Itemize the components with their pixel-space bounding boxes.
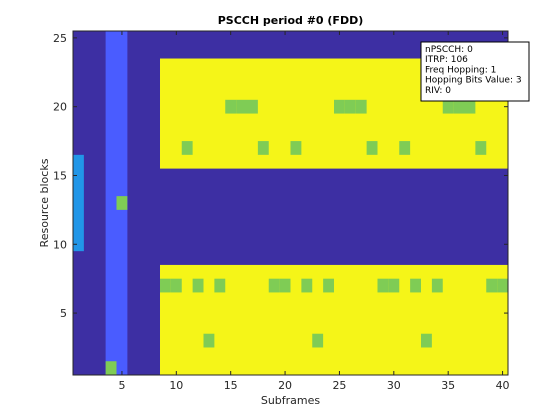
region-allocated xyxy=(116,196,128,210)
allocated-cell xyxy=(453,99,465,114)
allocated-cell xyxy=(366,141,378,155)
allocated-cell xyxy=(334,99,345,114)
y-tick-label: 5 xyxy=(60,307,67,320)
allocated-cell xyxy=(247,99,258,114)
allocated-cell xyxy=(421,333,432,348)
allocated-cell xyxy=(181,141,193,155)
chart-title: PSCCH period #0 (FDD) xyxy=(218,14,364,27)
allocated-cell xyxy=(268,278,280,293)
allocated-cell xyxy=(170,278,182,293)
y-tick-label: 10 xyxy=(53,238,67,251)
info-box-line: Freq Hopping: 1 xyxy=(425,65,496,75)
x-tick-label: 20 xyxy=(278,379,292,392)
x-tick-label: 30 xyxy=(387,379,401,392)
info-box-line: Hopping Bits Value: 3 xyxy=(425,76,522,86)
allocated-cell xyxy=(323,278,334,293)
x-axis-label: Subframes xyxy=(261,394,321,407)
allocated-cell xyxy=(399,141,411,155)
allocated-cell xyxy=(344,99,356,114)
allocated-cell xyxy=(475,141,487,155)
info-box-line: ITRP: 106 xyxy=(425,55,468,65)
allocated-cell xyxy=(431,278,443,293)
allocated-cell xyxy=(192,278,204,293)
allocated-cell xyxy=(225,99,237,114)
allocated-cell xyxy=(236,99,247,114)
allocated-cell xyxy=(160,278,171,293)
allocated-cell xyxy=(257,141,269,155)
y-axis-label: Resource blocks xyxy=(38,158,51,247)
x-tick-label: 5 xyxy=(118,379,125,392)
allocated-cell xyxy=(279,278,291,293)
allocated-cell xyxy=(355,99,367,114)
info-box-line: RIV: 0 xyxy=(425,86,451,96)
allocated-cell xyxy=(312,333,324,348)
allocated-cell xyxy=(377,278,389,293)
y-tick-label: 15 xyxy=(53,169,67,182)
x-tick-label: 40 xyxy=(496,379,510,392)
allocated-cell xyxy=(290,141,302,155)
info-box-line: nPSCCH: 0 xyxy=(425,45,473,55)
allocated-cell xyxy=(203,333,215,348)
y-tick-label: 25 xyxy=(53,32,67,45)
allocated-cell xyxy=(464,99,476,114)
allocated-cell xyxy=(410,278,421,293)
x-tick-label: 15 xyxy=(224,379,238,392)
allocated-cell xyxy=(214,278,226,293)
region-left-column xyxy=(73,154,84,252)
allocated-cell xyxy=(486,278,498,293)
allocated-cell xyxy=(442,99,454,114)
region-allocated xyxy=(105,361,117,375)
allocated-cell xyxy=(497,278,508,293)
axes-box xyxy=(72,30,509,376)
axis-ticks: 5 10 15 20 25 30 35 40 5 10 15 20 25 xyxy=(53,31,510,392)
y-tick-label: 20 xyxy=(53,101,67,114)
x-tick-label: 35 xyxy=(441,379,455,392)
allocated-cell xyxy=(301,278,313,293)
x-tick-label: 25 xyxy=(332,379,346,392)
x-tick-label: 10 xyxy=(169,379,183,392)
allocated-cell xyxy=(388,278,400,293)
info-box-frame xyxy=(420,41,530,102)
